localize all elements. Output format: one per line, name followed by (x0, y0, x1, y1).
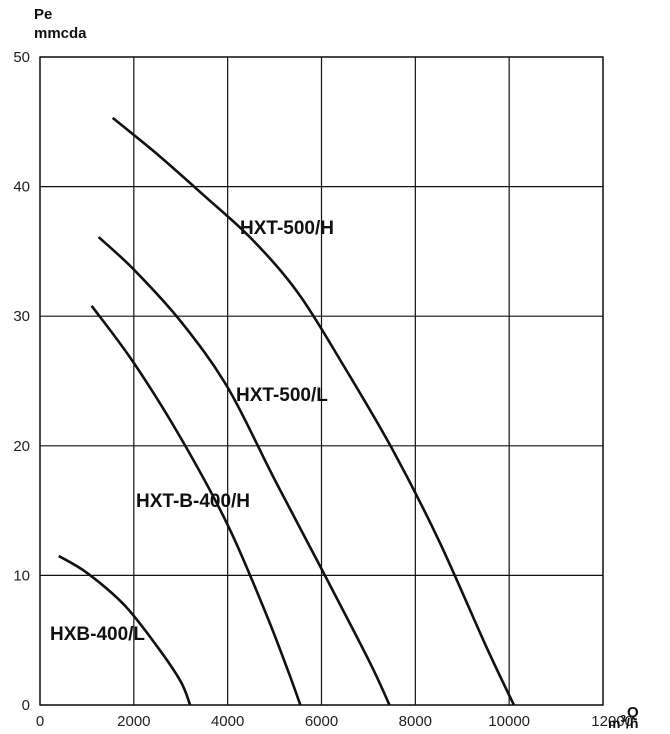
series-label-hxt-500-h: HXT-500/H (240, 218, 334, 239)
x-tick-label: 12000 (591, 713, 633, 730)
x-tick-label: 6000 (305, 713, 338, 730)
curves (58, 116, 516, 706)
series-label-hxb-400-l: HXB-400/L (50, 624, 145, 645)
curve-hxb-400-l (58, 554, 192, 706)
x-tick-label: 10000 (488, 713, 530, 730)
x-axis-unit-base: m (608, 715, 620, 731)
x-tick-label: 2000 (117, 713, 150, 730)
curve-hxt-b-400-h (90, 305, 302, 706)
y-axis-unit: mmcda (34, 25, 87, 42)
grid (39, 56, 604, 706)
curve-hxt-500-l (97, 236, 391, 706)
series-labels: HXT-500/H HXT-500/L HXT-B-400/H HXB-400/L (50, 218, 334, 645)
x-axis-unit: m3/h (608, 714, 638, 731)
y-tick-label: 0 (22, 697, 30, 714)
x-axis-unit-superscript: 3 (620, 714, 626, 725)
x-tick-label: 4000 (211, 713, 244, 730)
y-tick-label: 20 (13, 438, 30, 455)
y-axis-title: Pe (34, 6, 52, 23)
series-label-hxt-500-l: HXT-500/L (236, 385, 328, 406)
y-tick-label: 50 (13, 49, 30, 66)
curve-hxt-500-h (111, 116, 516, 706)
y-tick-label: 40 (13, 179, 30, 196)
x-axis-unit-tail: /h (626, 715, 638, 731)
series-label-hxt-b-400-h: HXT-B-400/H (136, 491, 250, 512)
y-tick-label: 10 (13, 567, 30, 584)
tick-labels: 0 2000 4000 6000 8000 10000 12000 0 10 20 30 40 50 (13, 49, 633, 730)
x-axis-title: Q (627, 704, 639, 721)
x-tick-label: 0 (36, 713, 44, 730)
y-tick-label: 30 (13, 308, 30, 325)
x-tick-label: 8000 (399, 713, 432, 730)
plot-frame (39, 56, 604, 706)
